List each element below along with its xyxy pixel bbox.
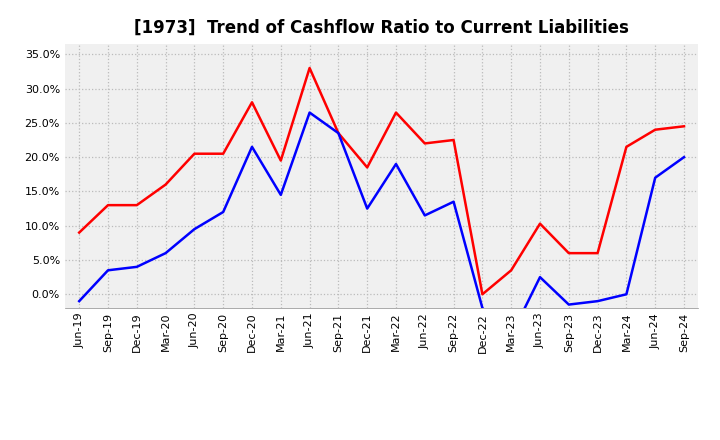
- Line: Operating CF to Current Liabilities: Operating CF to Current Liabilities: [79, 68, 684, 294]
- Operating CF to Current Liabilities: [104, 202, 112, 208]
- Operating CF to Current Liabilities: [622, 144, 631, 150]
- Operating CF to Current Liabilities: [363, 165, 372, 170]
- Operating CF to Current Liabilities: [219, 151, 228, 156]
- Free CF to Current Liabilities: [622, 292, 631, 297]
- Operating CF to Current Liabilities: [392, 110, 400, 115]
- Operating CF to Current Liabilities: [478, 292, 487, 297]
- Operating CF to Current Liabilities: [651, 127, 660, 132]
- Operating CF to Current Liabilities: [507, 268, 516, 273]
- Free CF to Current Liabilities: [478, 305, 487, 311]
- Operating CF to Current Liabilities: [680, 124, 688, 129]
- Free CF to Current Liabilities: [651, 175, 660, 180]
- Free CF to Current Liabilities: [392, 161, 400, 167]
- Free CF to Current Liabilities: [593, 298, 602, 304]
- Free CF to Current Liabilities: [507, 333, 516, 338]
- Line: Free CF to Current Liabilities: Free CF to Current Liabilities: [79, 113, 684, 335]
- Free CF to Current Liabilities: [219, 209, 228, 215]
- Operating CF to Current Liabilities: [449, 137, 458, 143]
- Free CF to Current Liabilities: [132, 264, 141, 269]
- Operating CF to Current Liabilities: [161, 182, 170, 187]
- Free CF to Current Liabilities: [449, 199, 458, 204]
- Title: [1973]  Trend of Cashflow Ratio to Current Liabilities: [1973] Trend of Cashflow Ratio to Curren…: [134, 19, 629, 37]
- Free CF to Current Liabilities: [161, 250, 170, 256]
- Operating CF to Current Liabilities: [248, 99, 256, 105]
- Free CF to Current Liabilities: [420, 213, 429, 218]
- Free CF to Current Liabilities: [536, 275, 544, 280]
- Free CF to Current Liabilities: [190, 227, 199, 232]
- Operating CF to Current Liabilities: [536, 221, 544, 226]
- Operating CF to Current Liabilities: [564, 250, 573, 256]
- Operating CF to Current Liabilities: [593, 250, 602, 256]
- Free CF to Current Liabilities: [564, 302, 573, 307]
- Operating CF to Current Liabilities: [75, 230, 84, 235]
- Operating CF to Current Liabilities: [305, 66, 314, 71]
- Free CF to Current Liabilities: [363, 206, 372, 211]
- Operating CF to Current Liabilities: [276, 158, 285, 163]
- Operating CF to Current Liabilities: [132, 202, 141, 208]
- Free CF to Current Liabilities: [248, 144, 256, 150]
- Operating CF to Current Liabilities: [334, 131, 343, 136]
- Operating CF to Current Liabilities: [420, 141, 429, 146]
- Free CF to Current Liabilities: [276, 192, 285, 198]
- Free CF to Current Liabilities: [680, 154, 688, 160]
- Free CF to Current Liabilities: [334, 131, 343, 136]
- Free CF to Current Liabilities: [305, 110, 314, 115]
- Free CF to Current Liabilities: [75, 298, 84, 304]
- Operating CF to Current Liabilities: [190, 151, 199, 156]
- Free CF to Current Liabilities: [104, 268, 112, 273]
